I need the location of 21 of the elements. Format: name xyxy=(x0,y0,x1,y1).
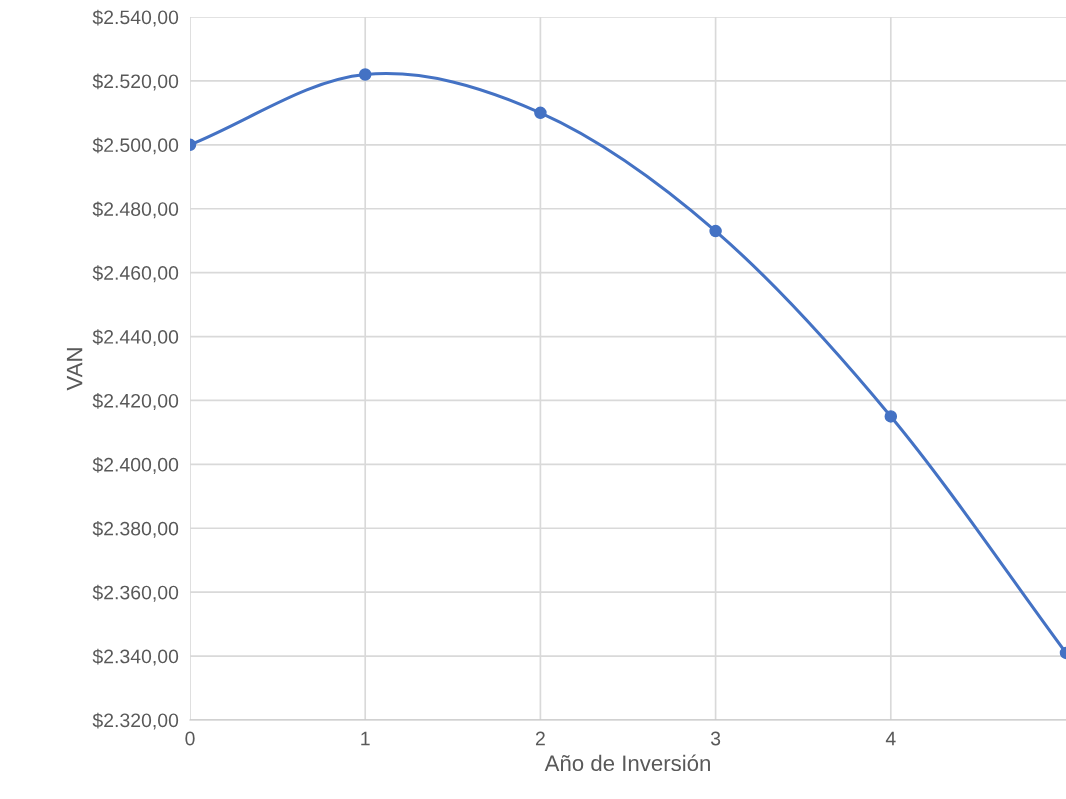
x-tick-label: 0 xyxy=(185,731,195,746)
y-tick-label: $2.340,00 xyxy=(92,648,179,666)
y-tick-label: $2.420,00 xyxy=(92,393,179,410)
y-tick-label: $2.460,00 xyxy=(92,265,179,283)
y-tick-label: $2.320,00 xyxy=(92,712,179,730)
y-tick-label: $2.360,00 xyxy=(92,584,179,602)
y-tick-label: $2.540,00 xyxy=(92,9,179,27)
x-tick-label: 4 xyxy=(885,731,896,746)
point xyxy=(709,224,722,238)
y-tick-label: $2.440,00 xyxy=(92,329,179,347)
y-tick-label: $2.520,00 xyxy=(92,73,179,91)
y-tick-label: $2.480,00 xyxy=(92,201,179,219)
y-axis-title: VAN xyxy=(66,348,83,391)
y-tick-label: $2.500,00 xyxy=(92,137,179,155)
x-tick-label: 3 xyxy=(710,731,721,746)
x-tick-label: 2 xyxy=(535,731,545,746)
point xyxy=(534,106,547,120)
y-tick-label: $2.380,00 xyxy=(92,520,179,538)
y-tick-label: $2.400,00 xyxy=(92,457,179,474)
x-tick-label: 1 xyxy=(361,731,370,746)
x-axis-title: Año de Inversión xyxy=(544,754,710,772)
